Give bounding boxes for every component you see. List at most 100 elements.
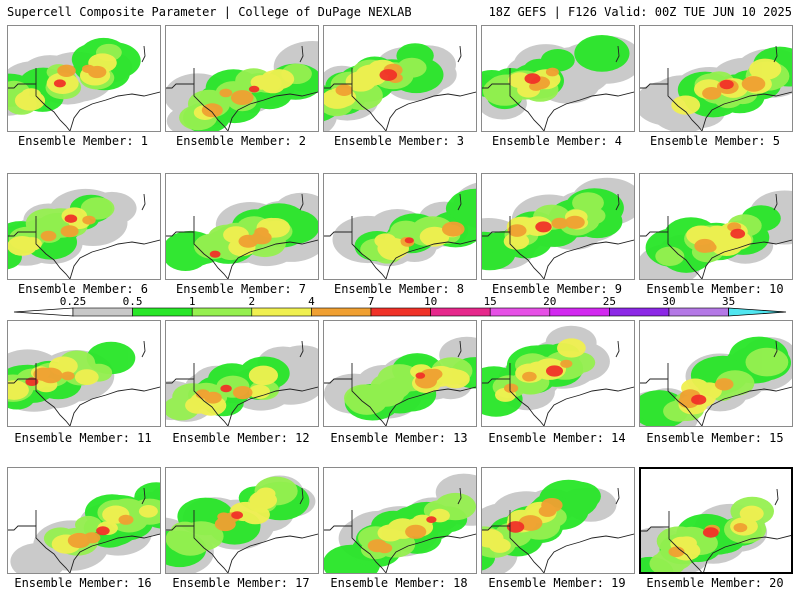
ensemble-map-19 (482, 479, 634, 573)
colorbar-overflow (728, 307, 787, 317)
contour-layer-5 (507, 215, 585, 237)
contour-layer-6 (53, 79, 66, 88)
state-borders (482, 487, 634, 573)
contour-layer-6 (248, 85, 260, 93)
ensemble-panel-9[interactable] (481, 173, 635, 280)
state-borders (8, 45, 160, 131)
colorbar-tick-label: 10 (424, 296, 437, 308)
ensemble-member-label: Ensemble Member: 16 (14, 576, 152, 590)
ensemble-member-label: Ensemble Member: 13 (330, 431, 468, 445)
contour-layer-6 (220, 384, 232, 393)
colorbar-tick-label: 15 (484, 296, 497, 308)
contour-layer-5 (518, 498, 563, 531)
contour-layer-6 (96, 526, 110, 536)
contour-layer-5 (57, 64, 107, 79)
colorbar-underflow (13, 307, 74, 317)
ensemble-panel-4[interactable] (481, 25, 635, 132)
state-borders (8, 487, 160, 573)
ensemble-panel-16[interactable] (7, 467, 161, 574)
ensemble-member-label: Ensemble Member: 20 (646, 576, 784, 590)
ensemble-map-13 (324, 336, 476, 426)
colorbar-tick-label: 20 (543, 296, 556, 308)
ensemble-panel-13[interactable] (323, 320, 477, 427)
contour-layer-5 (504, 359, 573, 393)
ensemble-panel-14[interactable] (481, 320, 635, 427)
ensemble-map-6 (8, 188, 160, 279)
state-borders (324, 193, 476, 279)
ensemble-member-label: Ensemble Member: 7 (175, 282, 307, 296)
state-borders (482, 193, 634, 279)
colorbar-swatch (311, 307, 372, 317)
ensemble-map-5 (640, 45, 792, 131)
ensemble-member-label: Ensemble Member: 6 (17, 282, 149, 296)
ensemble-member-label: Ensemble Member: 19 (488, 576, 626, 590)
ensemble-panel-8[interactable] (323, 173, 477, 280)
ensemble-map-3 (324, 43, 476, 131)
ensemble-member-label: Ensemble Member: 8 (333, 282, 465, 296)
contour-layer-6 (25, 377, 39, 386)
state-borders (8, 340, 160, 426)
run-info: 18Z GEFS | F126 Valid: 00Z TUE JUN 10 20… (488, 5, 792, 19)
colorbar-swatch (370, 307, 431, 317)
ensemble-member-label: Ensemble Member: 9 (491, 282, 623, 296)
ensemble-map-9 (482, 177, 634, 279)
map-title: Supercell Composite Parameter | College … (7, 5, 412, 19)
contour-layer-5 (367, 524, 427, 554)
ensemble-member-label: Ensemble Member: 18 (330, 576, 468, 590)
state-borders (482, 45, 634, 131)
contour-layer-6 (506, 521, 525, 533)
contour-layer-6 (426, 516, 437, 523)
contour-layer-6 (404, 237, 414, 244)
colorbar-swatch (430, 307, 491, 317)
colorbar-tick-label: 30 (662, 296, 675, 308)
ensemble-map-10 (640, 190, 792, 279)
ensemble-panel-12[interactable] (165, 320, 319, 427)
ensemble-panel-6[interactable] (7, 173, 161, 280)
contour-layer-5 (238, 227, 272, 248)
state-borders (641, 488, 791, 572)
ensemble-panel-3[interactable] (323, 25, 477, 132)
contour-layer-6 (64, 214, 78, 223)
contour-layer-5 (67, 514, 134, 549)
colorbar-swatch (549, 307, 610, 317)
contour-layer-5 (195, 386, 253, 404)
ensemble-member-label: Ensemble Member: 1 (17, 134, 149, 148)
ensemble-panel-20[interactable] (639, 467, 793, 574)
ensemble-map-18 (324, 473, 476, 573)
ensemble-panel-5[interactable] (639, 25, 793, 132)
contour-layer-5 (201, 88, 254, 118)
colorbar-swatch (609, 307, 670, 317)
ensemble-map-14 (482, 325, 634, 426)
colorbar-swatch (251, 307, 312, 317)
ensemble-panel-11[interactable] (7, 320, 161, 427)
ensemble-map-17 (166, 475, 318, 573)
state-borders (640, 340, 792, 426)
ensemble-panel-18[interactable] (323, 467, 477, 574)
ensemble-panel-10[interactable] (639, 173, 793, 280)
ensemble-panel-19[interactable] (481, 467, 635, 574)
ensemble-panel-1[interactable] (7, 25, 161, 132)
contour-layer-6 (719, 79, 734, 90)
contour-layer-6 (691, 394, 707, 405)
colorbar-tick-label: 7 (368, 296, 375, 308)
ensemble-map-15 (640, 336, 792, 426)
state-borders (640, 45, 792, 131)
ensemble-member-label: Ensemble Member: 11 (14, 431, 152, 445)
ensemble-member-label: Ensemble Member: 14 (488, 431, 626, 445)
colorbar-swatch (489, 307, 551, 317)
ensemble-member-label: Ensemble Member: 12 (172, 431, 310, 445)
state-borders (324, 340, 476, 426)
contour-layer-6 (524, 73, 541, 84)
ensemble-panel-17[interactable] (165, 467, 319, 574)
contour-layer-6 (379, 69, 398, 81)
colorbar-tick-label: 25 (603, 296, 616, 308)
ensemble-map-2 (166, 41, 318, 131)
state-borders (166, 193, 318, 279)
ensemble-map-12 (166, 340, 318, 426)
state-borders (166, 487, 318, 573)
ensemble-member-label: Ensemble Member: 2 (175, 134, 307, 148)
ensemble-panel-15[interactable] (639, 320, 793, 427)
state-borders (8, 193, 160, 279)
ensemble-panel-7[interactable] (165, 173, 319, 280)
ensemble-panel-2[interactable] (165, 25, 319, 132)
